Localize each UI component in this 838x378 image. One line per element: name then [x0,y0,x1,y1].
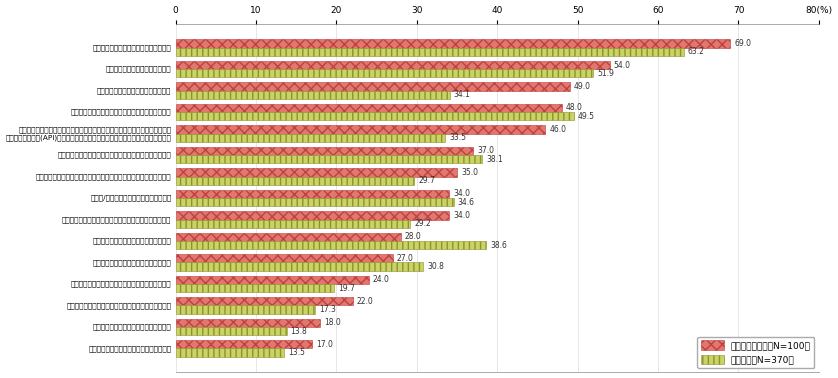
Text: 49.5: 49.5 [577,112,595,121]
Bar [176,155,482,163]
Bar [176,233,401,241]
Text: 34.6: 34.6 [458,198,475,207]
Bar [176,211,449,220]
Text: 48.0: 48.0 [566,104,582,113]
Text: 22.0: 22.0 [356,297,373,306]
Bar [176,262,423,271]
Text: 38.1: 38.1 [486,155,503,164]
Text: 13.5: 13.5 [288,348,305,357]
Bar [176,133,445,142]
Bar [176,177,415,185]
Bar [176,198,454,206]
Bar [176,241,486,249]
Text: 63.2: 63.2 [688,47,705,56]
Bar [176,69,593,77]
Text: 37.0: 37.0 [477,146,494,155]
Bar [176,82,570,91]
Bar [176,220,411,228]
Bar [176,340,313,349]
Text: 54.0: 54.0 [613,60,631,70]
Text: 29.7: 29.7 [418,176,435,185]
Bar [176,147,473,155]
Text: 18.0: 18.0 [324,318,341,327]
Text: 17.0: 17.0 [316,340,334,349]
Bar [176,190,449,198]
Bar [176,125,546,133]
Bar [176,91,450,99]
Text: 17.3: 17.3 [318,305,335,314]
Text: 69.0: 69.0 [734,39,752,48]
Text: 35.0: 35.0 [461,168,478,177]
Text: 34.1: 34.1 [454,90,471,99]
Text: 49.0: 49.0 [574,82,591,91]
Bar [176,48,684,56]
Text: 13.8: 13.8 [291,327,308,336]
Text: 34.0: 34.0 [453,189,470,198]
Text: 46.0: 46.0 [550,125,566,134]
Text: 51.9: 51.9 [597,69,613,77]
Text: 38.6: 38.6 [490,240,507,249]
Bar [176,254,393,262]
Bar [176,297,353,305]
Text: 24.0: 24.0 [373,276,390,284]
Bar [176,168,457,177]
Bar [176,61,610,69]
Bar [176,305,315,314]
Bar [176,284,334,292]
Text: 34.0: 34.0 [453,211,470,220]
Text: 28.0: 28.0 [405,232,422,242]
Text: 30.8: 30.8 [427,262,444,271]
Bar [176,276,369,284]
Bar [176,327,287,335]
Bar [176,112,574,120]
Legend: 推進中＋検討中（N=100）, 関心あり（N=370）: 推進中＋検討中（N=100）, 関心あり（N=370） [697,337,815,368]
Text: 33.5: 33.5 [449,133,466,142]
Bar [176,39,731,48]
Bar [176,319,320,327]
Text: 27.0: 27.0 [396,254,414,263]
Text: 29.2: 29.2 [415,219,432,228]
Text: 19.7: 19.7 [338,284,355,293]
Bar [176,349,284,356]
Bar [176,104,561,112]
